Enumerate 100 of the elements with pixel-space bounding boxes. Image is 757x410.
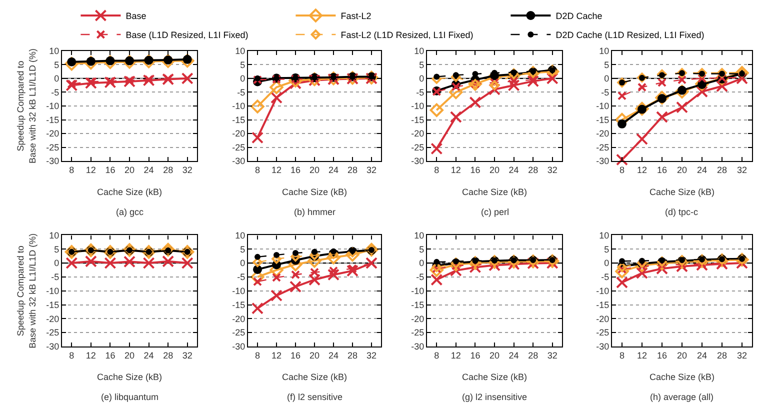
x-tick-label: 24 [508,165,519,175]
legend-label: Base (L1D Resized, L1I Fixed) [126,30,248,40]
y-tick-label: -15 [411,114,424,125]
y-tick-label: 10 [49,230,60,240]
y-tick-label: 5 [240,60,246,70]
x-tick-label: 20 [489,350,500,360]
x-tick-label: 24 [508,350,519,360]
x-axis-title: Cache Size (kB) [462,372,528,382]
x-tick-label: 24 [696,350,708,360]
x-tick-label: 8 [434,350,440,360]
y-axis-title: Speedup Compared to Base with 32 kB L1I/L1D (%) [16,233,38,348]
y-tick-label: 10 [599,46,610,56]
x-tick-label: 8 [619,350,625,360]
x-tick-label: 16 [656,350,668,360]
x-tick-label: 8 [254,350,260,360]
y-tick-label: -15 [46,114,60,125]
x-tick-label: 32 [547,165,558,175]
y-axis-title: Speedup Compared to Base with 32 kB L1I/L1D (%) [16,48,38,164]
x-tick-label: 28 [163,165,174,175]
y-tick-label: -20 [232,314,246,324]
y-tick-label: 10 [599,230,610,240]
x-tick-label: 32 [736,350,748,360]
x-tick-label: 8 [254,165,260,175]
x-tick-label: 16 [656,165,668,175]
y-tick-label: -30 [596,342,610,352]
y-tick-label: 5 [419,60,424,70]
x-tick-label: 24 [144,350,154,360]
y-tick-label: -15 [46,300,60,310]
y-tick-label: -25 [411,328,424,338]
y-tick-label: -20 [232,128,246,139]
y-tick-label: 10 [414,230,424,240]
x-tick-label: 32 [736,165,748,175]
x-tick-label: 12 [86,350,96,360]
x-tick-label: 12 [636,350,648,360]
x-tick-label: 20 [676,350,688,360]
x-axis-title: Cache Size (kB) [282,186,348,197]
x-tick-label: 20 [124,350,135,360]
y-tick-label: -10 [232,101,246,112]
x-tick-label: 32 [547,350,558,360]
x-tick-label: 28 [163,350,174,360]
y-tick-label: -5 [51,87,60,98]
y-tick-label: -20 [411,128,424,139]
y-tick-label: -15 [596,114,610,125]
y-tick-label: 0 [419,74,424,84]
y-tick-label: -30 [596,156,610,166]
y-tick-label: -25 [232,328,246,338]
y-tick-label: -30 [411,156,424,166]
y-tick-label: 5 [54,60,60,70]
y-tick-label: 0 [54,258,60,268]
x-tick-label: 24 [328,165,339,175]
x-tick-label: 20 [124,165,135,175]
x-tick-label: 20 [489,165,500,175]
y-tick-label: -20 [46,128,60,139]
x-tick-label: 16 [290,165,301,175]
legend-label: D2D Cache (L1D Resized, L1I Fixed) [556,30,704,40]
x-tick-label: 32 [366,165,377,175]
y-tick-label: -10 [46,101,60,112]
y-tick-label: 0 [604,258,610,268]
x-tick-label: 16 [470,165,480,175]
y-tick-label: 5 [240,244,246,254]
y-tick-label: -30 [232,156,246,166]
x-tick-label: 12 [450,165,461,175]
x-tick-label: 8 [69,165,74,175]
x-tick-label: 24 [696,165,708,175]
legend-label: Base [126,11,146,22]
x-tick-label: 20 [309,350,320,360]
y-tick-label: 5 [604,60,610,70]
x-tick-label: 12 [271,165,282,175]
y-tick-label: -15 [411,300,424,310]
text: (a) gcc [116,207,144,217]
x-tick-label: 12 [86,165,96,175]
y-tick-label: -25 [596,142,610,152]
x-tick-label: 28 [716,165,728,175]
x-tick-label: 12 [636,165,648,175]
y-tick-label: -25 [596,328,610,338]
y-tick-label: -10 [232,286,246,296]
y-tick-label: -25 [411,142,424,152]
x-tick-label: 32 [182,350,192,360]
x-axis-title: Cache Size (kB) [462,186,528,197]
y-tick-label: -30 [411,342,424,352]
y-tick-label: -5 [416,272,424,282]
x-tick-label: 28 [528,165,538,175]
x-tick-label: 16 [105,165,116,175]
y-tick-label: -10 [411,101,424,112]
y-tick-label: 0 [240,74,246,84]
text: (d) tpc-c [665,207,699,217]
x-tick-label: 32 [182,165,192,175]
x-tick-label: 12 [450,350,461,360]
y-tick-label: -5 [601,272,610,282]
y-tick-label: 5 [604,244,610,254]
y-tick-label: -5 [237,87,246,98]
x-tick-label: 24 [328,350,339,360]
y-tick-label: -15 [596,300,610,310]
x-tick-label: 28 [528,350,538,360]
text: (e) libquantum [101,392,159,402]
x-axis-title: Cache Size (kB) [96,372,162,382]
legend-label: D2D Cache [556,11,602,22]
y-tick-label: -25 [46,142,60,152]
y-tick-label: 10 [414,46,424,56]
y-tick-label: 10 [235,46,246,56]
